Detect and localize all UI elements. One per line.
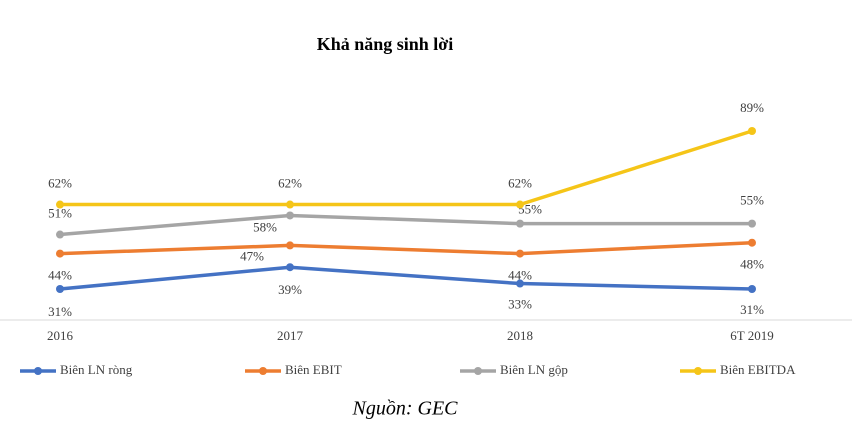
legend-label: Biên EBITDA: [720, 362, 796, 377]
point: [56, 285, 64, 293]
point: [286, 211, 294, 220]
data-label: 62%: [48, 176, 72, 191]
x-tick-label: 2017: [277, 328, 304, 343]
point: [56, 230, 64, 239]
point: [56, 249, 64, 258]
legend-marker: [694, 367, 702, 375]
point: [748, 219, 756, 228]
series-line: [59, 240, 753, 256]
data-label: 44%: [48, 268, 72, 283]
point: [286, 241, 294, 250]
point: [516, 279, 524, 288]
point: [516, 249, 524, 258]
data-label: 47%: [240, 248, 264, 263]
point: [516, 219, 524, 228]
point: [748, 238, 756, 247]
data-label: 62%: [278, 176, 302, 191]
data-label: 31%: [740, 302, 764, 317]
series-line: [60, 129, 753, 207]
legend-marker: [34, 367, 42, 375]
data-label: 44%: [508, 268, 532, 283]
data-label: 31%: [48, 304, 72, 319]
point: [748, 127, 756, 135]
legend-marker: [474, 367, 482, 375]
point: [286, 263, 294, 272]
data-label: 51%: [48, 206, 72, 221]
legend-label: Biên EBIT: [285, 362, 342, 377]
legend-label: Biên LN gộp: [500, 362, 568, 377]
data-label: 55%: [740, 193, 764, 208]
data-label: 39%: [278, 282, 302, 297]
data-label: 33%: [508, 297, 532, 312]
legend-label: Biên LN ròng: [60, 362, 133, 377]
data-label: 55%: [518, 202, 542, 217]
legend-marker: [259, 367, 267, 375]
source: Nguồn: GEC: [352, 398, 459, 420]
series-line: [59, 213, 752, 237]
chart-title: Khả năng sinh lời: [317, 34, 454, 54]
x-tick-label: 2016: [47, 328, 74, 343]
data-label: 48%: [740, 257, 764, 272]
data-label: 58%: [253, 219, 277, 234]
point: [56, 200, 64, 209]
data-label: 62%: [508, 176, 532, 191]
point: [748, 285, 756, 293]
x-tick-label: 6T 2019: [730, 328, 773, 343]
data-label: 89%: [740, 100, 764, 115]
point: [516, 200, 524, 209]
point: [286, 200, 294, 209]
series-line: [59, 265, 753, 291]
x-tick-label: 2018: [507, 328, 533, 343]
